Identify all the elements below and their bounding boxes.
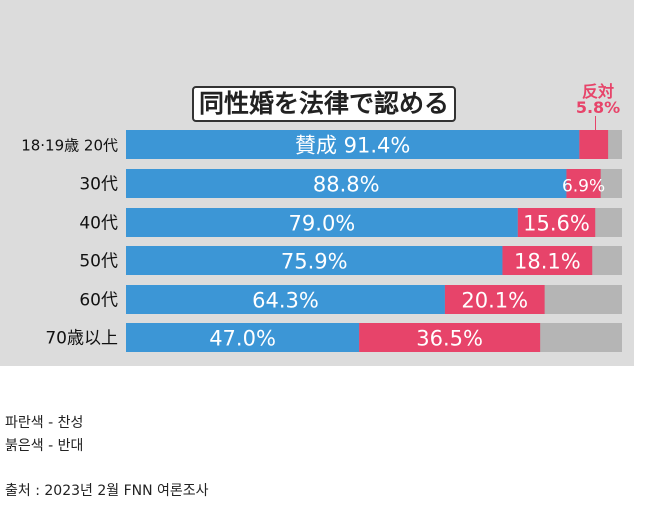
oppose-callout-line bbox=[595, 116, 596, 130]
bar-oppose-3 bbox=[502, 246, 593, 275]
category-label-4: 60代 bbox=[79, 291, 118, 311]
chart-title: 同性婚を法律で認める bbox=[192, 86, 456, 122]
oppose-value-label-5: 36.5% bbox=[416, 327, 483, 351]
bar-oppose-2 bbox=[517, 208, 596, 237]
oppose-first-value-label: 5.8% bbox=[575, 98, 621, 117]
oppose-value-label-2: 15.6% bbox=[523, 212, 590, 236]
support-value-label-4: 64.3% bbox=[252, 289, 319, 313]
oppose-value-label-4: 20.1% bbox=[461, 289, 528, 313]
support-value-label-1: 88.8% bbox=[313, 173, 380, 197]
bar-oppose-1 bbox=[566, 169, 601, 198]
bar-oppose-0 bbox=[579, 130, 609, 159]
category-label-0: 18·19歳 20代 bbox=[21, 137, 118, 155]
bar-oppose-5 bbox=[359, 323, 541, 352]
bar-support-1 bbox=[126, 169, 567, 198]
oppose-value-label-1: 6.9% bbox=[562, 177, 605, 197]
bar-support-5 bbox=[126, 323, 360, 352]
support-value-label-2: 79.0% bbox=[289, 212, 356, 236]
note-blue-support: 파란색 - 찬성 bbox=[5, 415, 84, 431]
category-label-3: 50代 bbox=[79, 252, 118, 272]
stacked-bar-chart: 18·19歳 20代 賛成 91.4% 30代 88.8% 6.9% 40代 79.0% 15… bbox=[21, 130, 622, 352]
support-value-label-0: 賛成 91.4% bbox=[295, 134, 410, 158]
category-label-1: 30代 bbox=[79, 175, 118, 195]
bar-oppose-4 bbox=[444, 285, 545, 314]
note-red-oppose: 붉은색 - 반대 bbox=[5, 438, 84, 454]
category-label-5: 70歳以上 bbox=[45, 329, 118, 349]
bar-support-4 bbox=[126, 285, 445, 314]
bar-support-3 bbox=[126, 246, 503, 275]
support-value-label-5: 47.0% bbox=[209, 327, 276, 351]
bar-support-2 bbox=[126, 208, 518, 237]
support-value-label-3: 75.9% bbox=[281, 250, 348, 274]
note-source: 출처 : 2023년 2월 FNN 여론조사 bbox=[5, 483, 209, 499]
oppose-legend-label: 反対 bbox=[581, 82, 614, 101]
category-label-2: 40代 bbox=[79, 214, 118, 234]
bar-support-0 bbox=[126, 130, 580, 159]
oppose-value-label-3: 18.1% bbox=[514, 250, 581, 274]
